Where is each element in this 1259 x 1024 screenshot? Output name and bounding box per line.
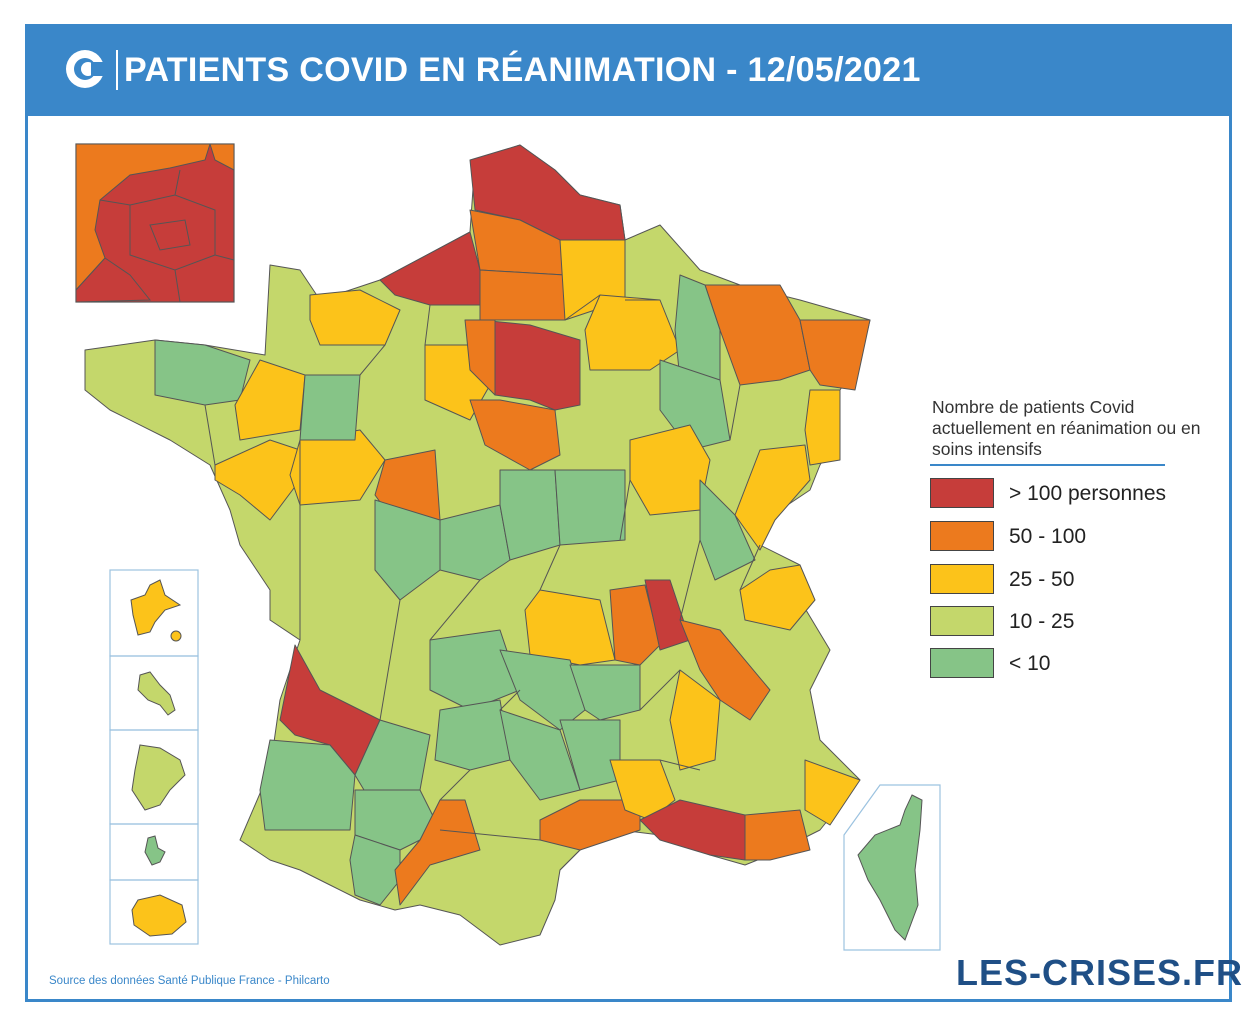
legend-label: 50 - 100 bbox=[1009, 525, 1087, 548]
legend-label: 10 - 25 bbox=[1009, 610, 1075, 633]
legend-swatch bbox=[930, 648, 994, 678]
paris-inset bbox=[75, 143, 235, 303]
les-crises-logo-icon bbox=[66, 50, 106, 88]
page-title: PATIENTS COVID EN RÉANIMATION - 12/05/20… bbox=[124, 51, 921, 89]
legend-swatch bbox=[930, 606, 994, 636]
legend-swatch bbox=[930, 478, 994, 508]
mainland-departments bbox=[84, 144, 871, 946]
header-separator bbox=[116, 50, 118, 90]
overseas-insets bbox=[109, 569, 199, 945]
legend-title: Nombre de patients Covid actuellement en… bbox=[932, 397, 1201, 459]
legend-label: > 100 personnes bbox=[1009, 482, 1167, 505]
legend-label: < 10 bbox=[1009, 652, 1051, 675]
legend-divider bbox=[930, 464, 1165, 466]
brand-wordmark: LES-CRISES.FR bbox=[956, 952, 1244, 993]
legend-swatch bbox=[930, 521, 994, 551]
legend-swatch bbox=[930, 564, 994, 594]
data-source-note: Source des données Santé Publique France… bbox=[49, 975, 330, 987]
header-bar bbox=[25, 24, 1232, 116]
legend-label: 25 - 50 bbox=[1009, 568, 1075, 591]
corsica-inset bbox=[843, 784, 941, 951]
